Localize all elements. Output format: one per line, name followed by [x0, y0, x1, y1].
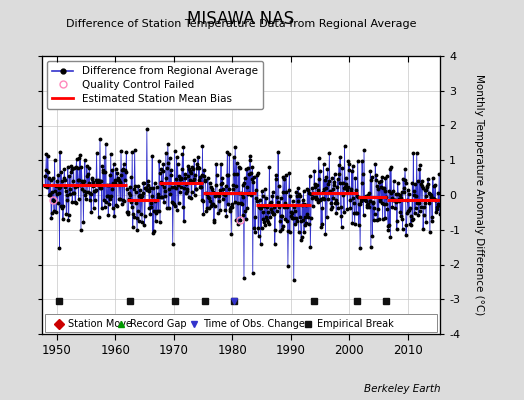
FancyBboxPatch shape — [45, 314, 437, 332]
Text: Time of Obs. Change: Time of Obs. Change — [203, 318, 305, 328]
Text: Difference of Station Temperature Data from Regional Average: Difference of Station Temperature Data f… — [66, 19, 416, 29]
Y-axis label: Monthly Temperature Anomaly Difference (°C): Monthly Temperature Anomaly Difference (… — [474, 74, 484, 316]
Text: MISAWA NAS: MISAWA NAS — [188, 10, 294, 28]
Text: Station Move: Station Move — [68, 318, 132, 328]
Legend: Difference from Regional Average, Quality Control Failed, Estimated Station Mean: Difference from Regional Average, Qualit… — [47, 61, 263, 109]
Text: Empirical Break: Empirical Break — [317, 318, 394, 328]
Text: Record Gap: Record Gap — [130, 318, 187, 328]
Text: Berkeley Earth: Berkeley Earth — [364, 384, 440, 394]
